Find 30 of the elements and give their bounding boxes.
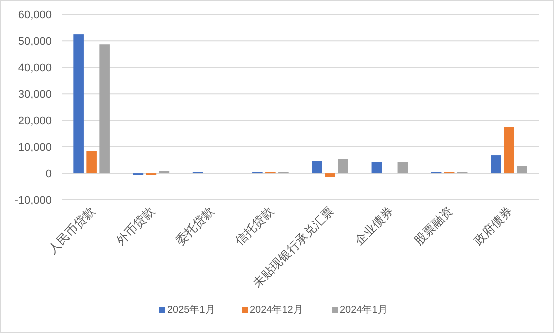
x-tick-label: 人民币贷款 xyxy=(46,204,98,257)
y-tick-label: -10,000 xyxy=(14,195,52,207)
y-tick-label: 50,000 xyxy=(18,36,52,48)
bar xyxy=(398,162,408,174)
bar xyxy=(372,162,382,174)
y-tick-label: 40,000 xyxy=(18,62,52,75)
y-tick-label: 0 xyxy=(46,168,52,181)
x-tick-label: 企业债券 xyxy=(352,204,396,248)
y-tick-label: 60,000 xyxy=(18,10,52,22)
bar xyxy=(100,44,110,174)
x-tick-label: 股票融资 xyxy=(412,204,456,248)
bar xyxy=(74,34,84,174)
bar xyxy=(325,174,336,178)
bar xyxy=(86,151,97,174)
x-tick-label: 外币贷款 xyxy=(114,204,158,248)
y-tick-label: 30,000 xyxy=(18,89,52,102)
y-tick-label: 10,000 xyxy=(18,142,52,154)
legend-label: 2025年1月 xyxy=(168,304,216,316)
x-tick-label: 委托贷款 xyxy=(173,204,218,248)
y-tick-label: 20,000 xyxy=(18,116,52,128)
bar xyxy=(312,161,322,174)
bar xyxy=(491,156,502,174)
bar xyxy=(159,171,170,174)
legend-label: 2024年1月 xyxy=(340,304,388,316)
legend-label: 2024年12月 xyxy=(250,304,304,316)
bar xyxy=(504,127,514,174)
x-tick-label: 政府债券 xyxy=(471,204,516,248)
x-tick-label: 信托贷款 xyxy=(232,204,277,248)
bar xyxy=(338,160,348,174)
bar xyxy=(517,166,528,174)
